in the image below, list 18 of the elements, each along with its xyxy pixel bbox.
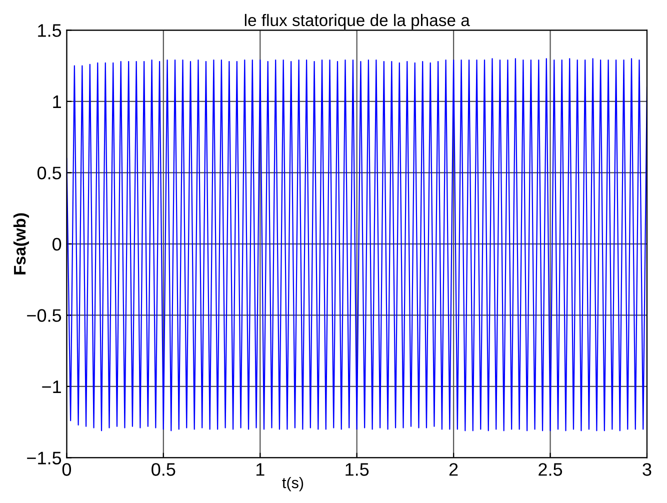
chart-title: le flux statorique de la phase a xyxy=(244,14,470,30)
y-tick-label: 1.5 xyxy=(38,24,62,37)
x-tick-label: 0 xyxy=(62,463,72,476)
y-tick-label: 0.5 xyxy=(37,166,62,180)
y-tick-label: 0 xyxy=(52,238,62,251)
y-tick-label: −1.5 xyxy=(27,452,62,464)
y-tick-label: 1 xyxy=(53,96,61,108)
x-tick-label: 0.5 xyxy=(152,463,176,476)
x-tick-label: 1.5 xyxy=(346,463,369,476)
y-axis-title: Fsa(wb) xyxy=(13,213,29,274)
x-tick-label: 3 xyxy=(642,463,652,476)
x-axis-title: t(s) xyxy=(282,476,304,492)
x-tick-label: 2 xyxy=(449,463,458,476)
line-series xyxy=(66,58,647,432)
x-tick-label: 2.5 xyxy=(538,463,562,476)
y-tick-label: −1 xyxy=(42,380,61,394)
y-tick-label: −0.5 xyxy=(27,309,62,322)
x-tick-label: 1 xyxy=(256,463,264,476)
